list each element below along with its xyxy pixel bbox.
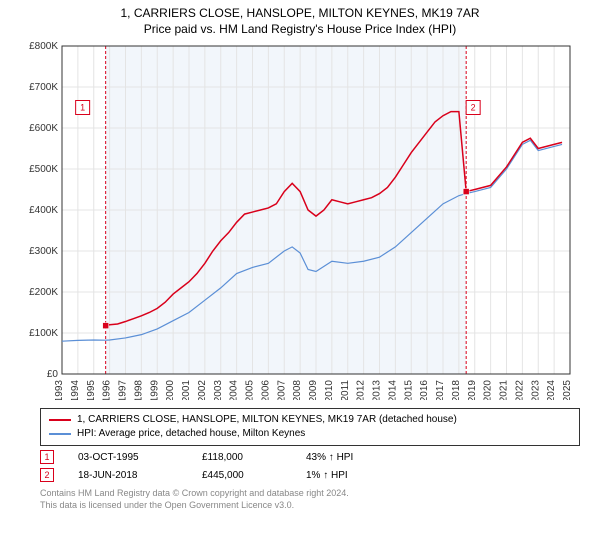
svg-text:2000: 2000 xyxy=(165,380,176,400)
svg-text:2003: 2003 xyxy=(213,380,224,400)
svg-text:2019: 2019 xyxy=(467,380,478,400)
svg-text:2014: 2014 xyxy=(387,380,398,400)
chart-title: 1, CARRIERS CLOSE, HANSLOPE, MILTON KEYN… xyxy=(0,0,600,20)
svg-text:2008: 2008 xyxy=(292,380,303,400)
marker-date: 03-OCT-1995 xyxy=(78,452,178,463)
svg-text:£300K: £300K xyxy=(29,246,58,257)
svg-text:2010: 2010 xyxy=(324,380,335,400)
svg-text:£700K: £700K xyxy=(29,82,58,93)
svg-text:2011: 2011 xyxy=(340,380,351,400)
svg-text:2001: 2001 xyxy=(181,380,192,400)
legend-swatch xyxy=(49,433,71,435)
svg-text:2012: 2012 xyxy=(356,380,367,400)
marker-pct: 1% ↑ HPI xyxy=(306,470,386,481)
svg-text:£800K: £800K xyxy=(29,41,58,52)
marker-price: £445,000 xyxy=(202,470,282,481)
marker-row: 1 03-OCT-1995 £118,000 43% ↑ HPI xyxy=(40,450,580,464)
marker-price: £118,000 xyxy=(202,452,282,463)
svg-text:2006: 2006 xyxy=(260,380,271,400)
footer-line: Contains HM Land Registry data © Crown c… xyxy=(40,488,580,500)
marker-date: 18-JUN-2018 xyxy=(78,470,178,481)
svg-text:2009: 2009 xyxy=(308,380,319,400)
chart-container: 1, CARRIERS CLOSE, HANSLOPE, MILTON KEYN… xyxy=(0,0,600,560)
chart-svg: £0 £100K £200K £300K £400K £500K £600K £700K £80… xyxy=(20,40,580,400)
svg-text:2002: 2002 xyxy=(197,380,208,400)
svg-text:2021: 2021 xyxy=(499,380,510,400)
legend-box: 1, CARRIERS CLOSE, HANSLOPE, MILTON KEYN… xyxy=(40,408,580,446)
legend-row: 1, CARRIERS CLOSE, HANSLOPE, MILTON KEYN… xyxy=(49,413,571,427)
svg-text:£400K: £400K xyxy=(29,205,58,216)
legend-row: HPI: Average price, detached house, Milt… xyxy=(49,427,571,441)
svg-text:2025: 2025 xyxy=(562,380,573,400)
svg-text:1: 1 xyxy=(80,103,85,113)
svg-text:2: 2 xyxy=(471,103,476,113)
svg-text:1998: 1998 xyxy=(133,380,144,400)
svg-text:1996: 1996 xyxy=(102,380,113,400)
svg-text:2023: 2023 xyxy=(530,380,541,400)
svg-text:2016: 2016 xyxy=(419,380,430,400)
marker-pct: 43% ↑ HPI xyxy=(306,452,386,463)
svg-text:£200K: £200K xyxy=(29,287,58,298)
svg-text:2005: 2005 xyxy=(245,380,256,400)
legend-label: HPI: Average price, detached house, Milt… xyxy=(77,427,305,441)
svg-text:2020: 2020 xyxy=(483,380,494,400)
svg-text:2015: 2015 xyxy=(403,380,414,400)
legend-swatch xyxy=(49,419,71,421)
svg-text:2024: 2024 xyxy=(546,380,557,400)
svg-text:2017: 2017 xyxy=(435,380,446,400)
chart-plot-area: £0 £100K £200K £300K £400K £500K £600K £700K £80… xyxy=(20,40,580,400)
svg-text:2013: 2013 xyxy=(372,380,383,400)
footer: Contains HM Land Registry data © Crown c… xyxy=(40,488,580,511)
svg-text:2004: 2004 xyxy=(229,380,240,400)
svg-text:2007: 2007 xyxy=(276,380,287,400)
chart-subtitle: Price paid vs. HM Land Registry's House … xyxy=(0,20,600,40)
marker-row: 2 18-JUN-2018 £445,000 1% ↑ HPI xyxy=(40,468,580,482)
svg-text:1997: 1997 xyxy=(118,380,129,400)
svg-text:2018: 2018 xyxy=(451,380,462,400)
svg-text:2022: 2022 xyxy=(514,380,525,400)
svg-text:1994: 1994 xyxy=(70,380,81,400)
svg-text:£0: £0 xyxy=(47,369,59,380)
legend-label: 1, CARRIERS CLOSE, HANSLOPE, MILTON KEYN… xyxy=(77,413,457,427)
svg-text:£500K: £500K xyxy=(29,164,58,175)
marker-badge: 2 xyxy=(40,468,54,482)
svg-text:£600K: £600K xyxy=(29,123,58,134)
marker-table: 1 03-OCT-1995 £118,000 43% ↑ HPI 2 18-JU… xyxy=(40,450,580,482)
svg-text:1993: 1993 xyxy=(54,380,65,400)
svg-text:1999: 1999 xyxy=(149,380,160,400)
svg-text:1995: 1995 xyxy=(86,380,97,400)
footer-line: This data is licensed under the Open Gov… xyxy=(40,500,580,512)
marker-badge: 1 xyxy=(40,450,54,464)
svg-text:£100K: £100K xyxy=(29,328,58,339)
